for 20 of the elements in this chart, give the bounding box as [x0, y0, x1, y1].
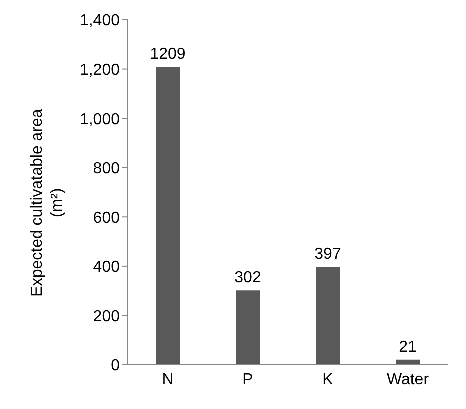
y-tick-label: 200	[93, 308, 120, 326]
y-axis-title: Expected cultivatable area (m²)	[28, 108, 67, 299]
data-label: 397	[314, 246, 342, 264]
x-tick-label: P	[242, 371, 254, 388]
y-tick-label: 0	[111, 358, 120, 375]
y-tick-label: 600	[93, 210, 120, 227]
bar	[236, 290, 260, 365]
x-tick-label: K	[322, 371, 334, 388]
x-tick-label: N	[162, 371, 174, 388]
y-tick-label: 800	[93, 160, 120, 178]
y-tick-label: 400	[93, 259, 120, 276]
data-label: 302	[234, 270, 262, 287]
data-label: 21	[399, 338, 417, 356]
data-label: 1209	[150, 46, 186, 64]
bar	[156, 67, 180, 365]
y-tick-label: 1,400	[80, 12, 120, 30]
x-tick-label: Water	[386, 371, 430, 388]
y-tick-label: 1,200	[80, 62, 120, 79]
bar	[316, 267, 340, 365]
y-tick-label: 1,000	[80, 111, 120, 128]
